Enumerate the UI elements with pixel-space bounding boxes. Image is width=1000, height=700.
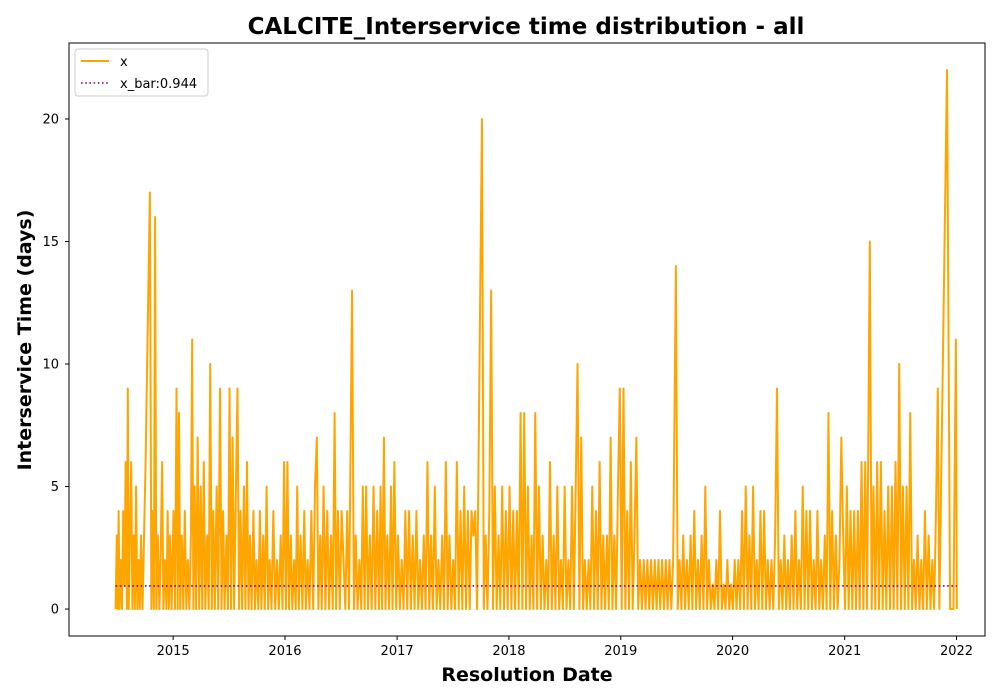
y-tick-label: 0 <box>51 603 59 618</box>
legend-label-x: x <box>120 55 128 70</box>
x-tick-label: 2016 <box>268 644 301 659</box>
x-tick-label: 2020 <box>716 644 749 659</box>
y-tick-label: 5 <box>51 480 59 495</box>
axes-frame <box>68 42 986 637</box>
y-axis: 0 5 10 15 20 <box>42 112 69 618</box>
x-tick-label: 2018 <box>492 644 525 659</box>
x-tick-label: 2019 <box>604 644 637 659</box>
plot-area <box>114 68 958 611</box>
x-axis-label: Resolution Date <box>441 664 612 686</box>
x-tick-label: 2021 <box>828 644 861 659</box>
y-axis-label: Interservice Time (days) <box>14 210 36 471</box>
chart-title: CALCITE_Interservice time distribution -… <box>248 14 805 40</box>
y-tick-label: 15 <box>42 235 59 250</box>
legend: x x_bar:0.944 <box>74 48 209 97</box>
x-tick-label: 2017 <box>381 644 414 659</box>
legend-label-xbar: x_bar:0.944 <box>120 77 197 92</box>
x-axis: 2015 2016 2017 2018 2019 2020 2021 2022 <box>157 636 973 659</box>
series-line-x <box>114 68 958 611</box>
x-tick-label: 2022 <box>940 644 973 659</box>
y-tick-label: 10 <box>42 358 59 373</box>
x-tick-label: 2015 <box>157 644 190 659</box>
y-tick-label: 20 <box>42 112 59 127</box>
